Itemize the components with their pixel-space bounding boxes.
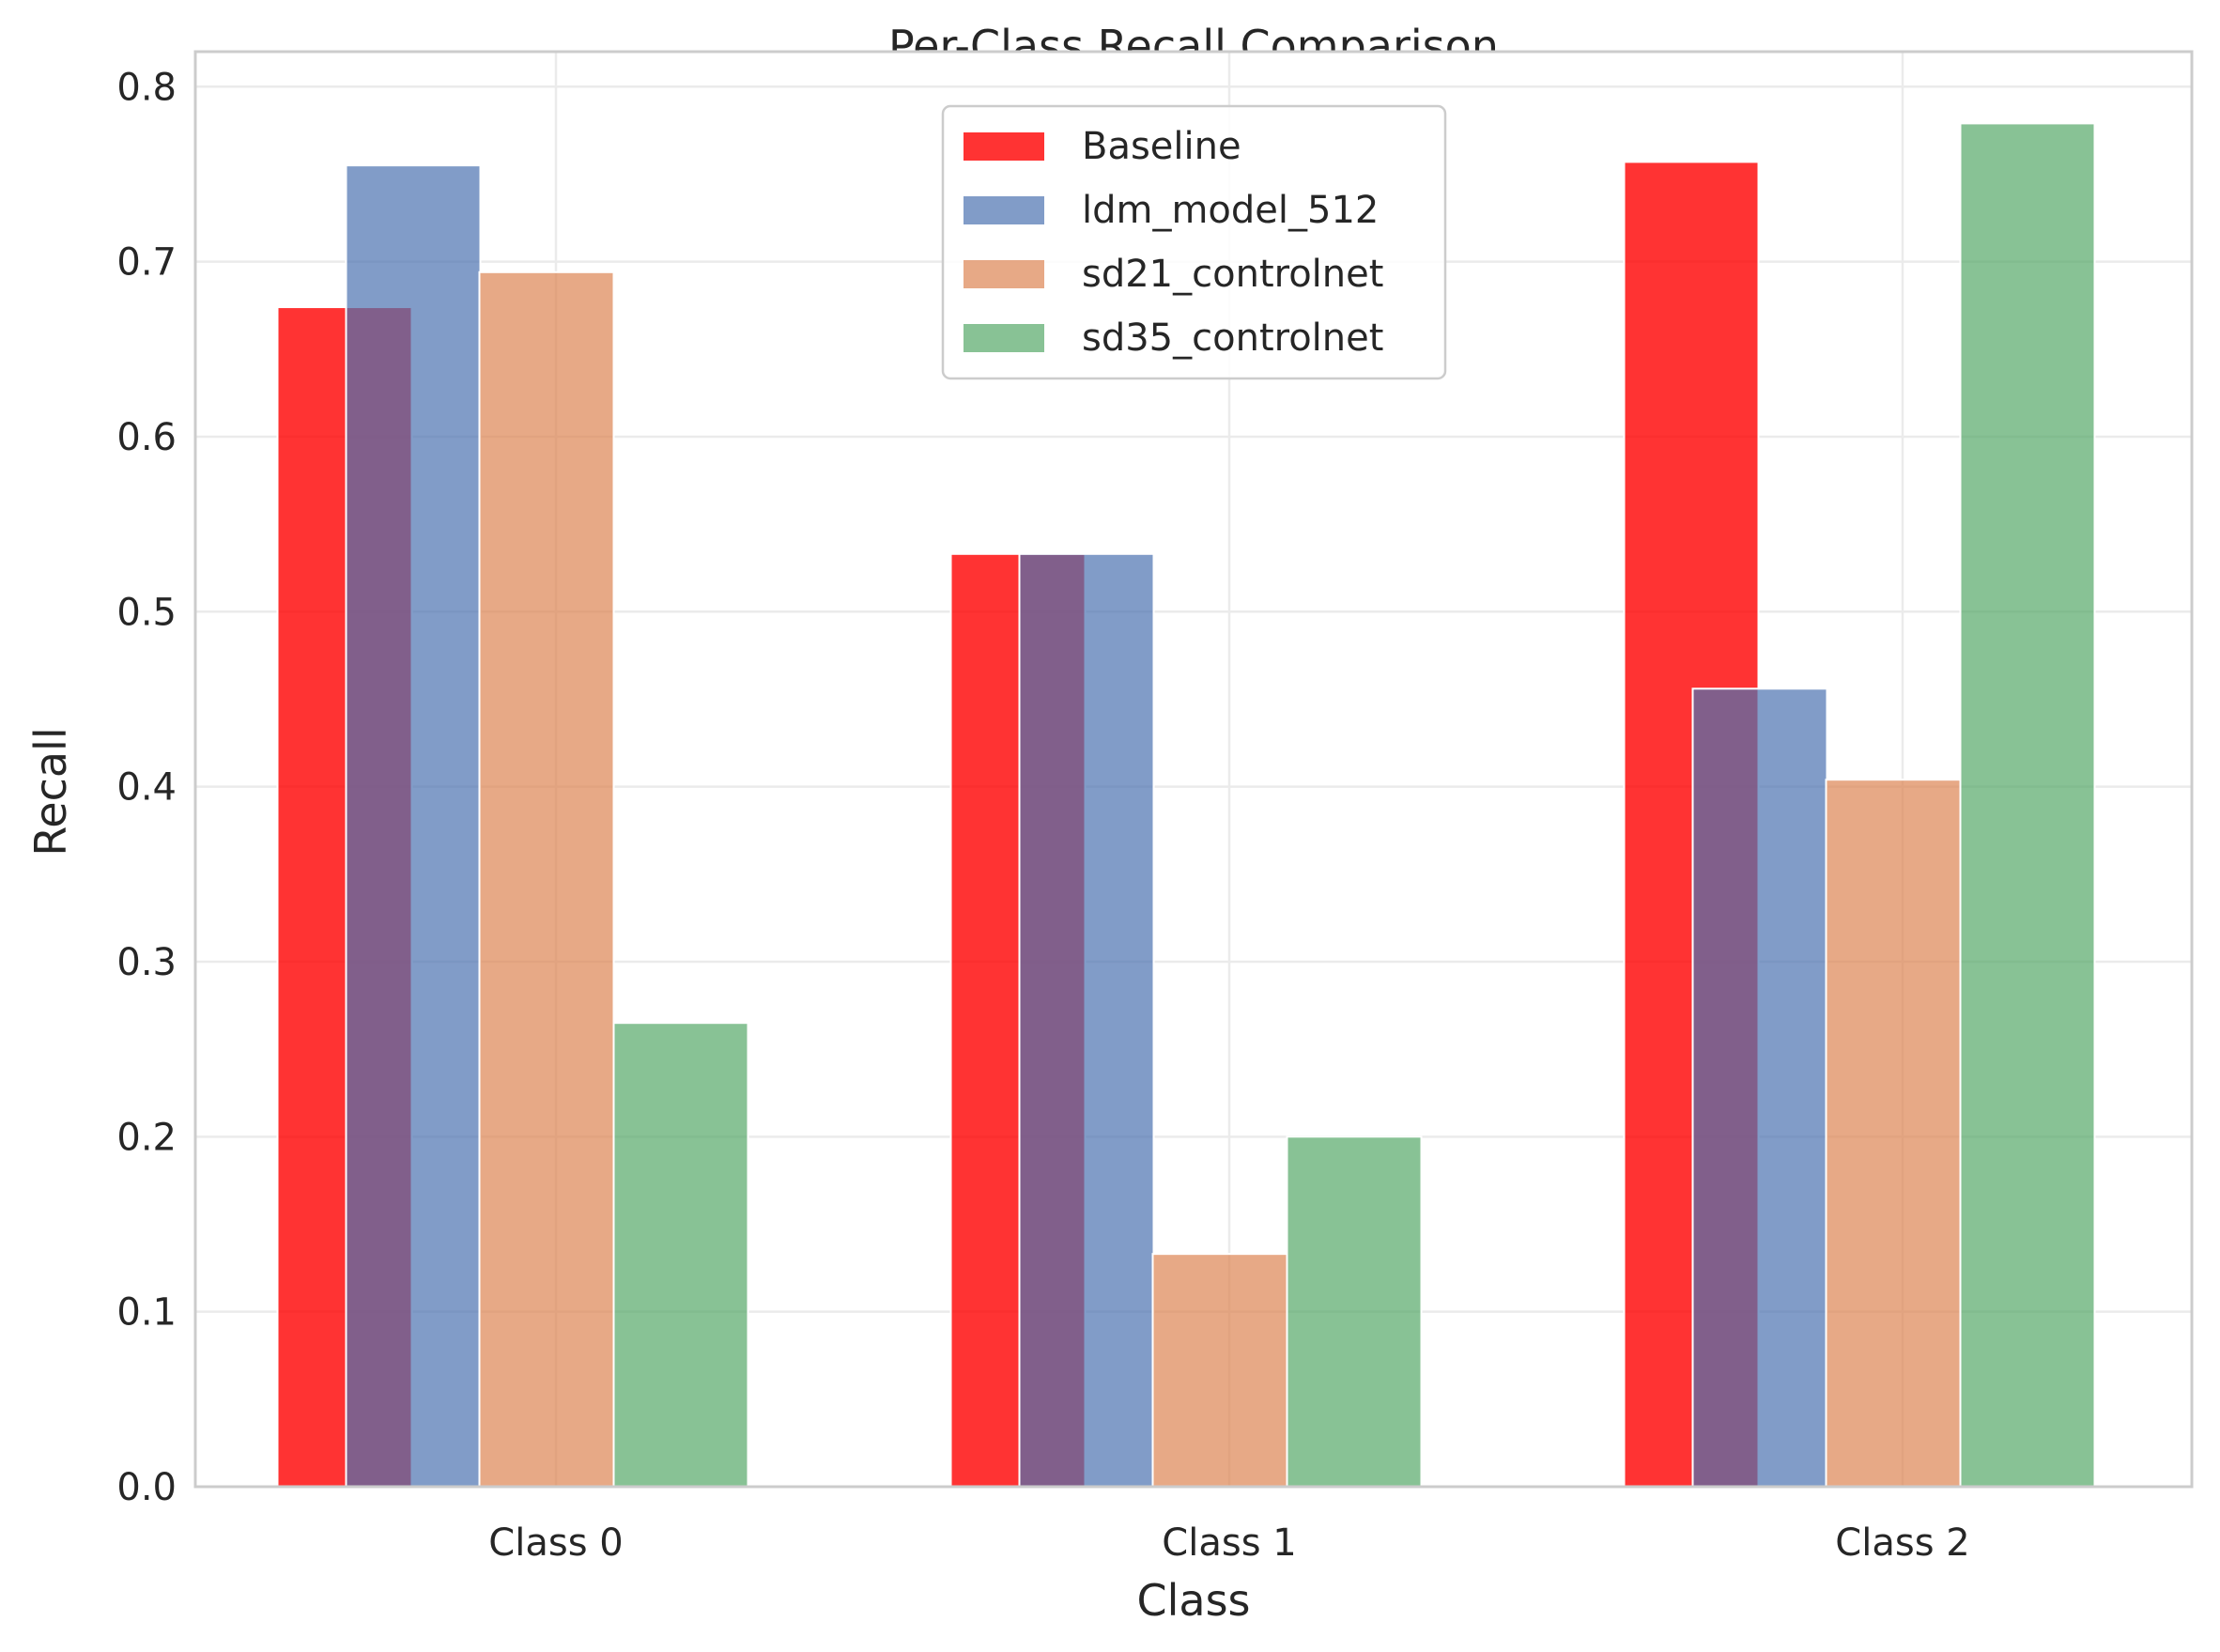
y-axis-label: Recall — [25, 727, 76, 856]
legend-label: sd35_controlnet — [1082, 317, 1383, 360]
bar-ldm_model_512-class-0 — [345, 164, 482, 1488]
bar-ldm_model_512-class-1 — [1018, 552, 1155, 1488]
legend-box — [941, 104, 1447, 380]
y-tick-label: 0.1 — [116, 1291, 177, 1335]
y-tick-label: 0.0 — [116, 1466, 177, 1509]
x-tick-label: Class 1 — [1162, 1521, 1296, 1565]
bar-sd35_controlnet-class-0 — [612, 1022, 749, 1488]
bar-sd21_controlnet-class-0 — [478, 270, 615, 1488]
y-tick-label: 0.7 — [116, 241, 177, 285]
x-tick-label: Class 0 — [488, 1521, 623, 1565]
legend-swatch — [964, 196, 1044, 224]
bar-sd21_controlnet-class-2 — [1825, 779, 1962, 1488]
bar-ldm_model_512-class-2 — [1691, 687, 1828, 1488]
y-tick-label: 0.8 — [116, 66, 177, 109]
legend-label: Baseline — [1082, 125, 1241, 168]
plot-area: 0.0 0.1 0.2 0.3 0.4 0.5 0.6 0.7 0.8 Class 0 Class … — [116, 50, 2194, 1565]
legend-swatch — [964, 324, 1044, 352]
y-tick-label: 0.5 — [116, 591, 177, 634]
legend-swatch — [964, 260, 1044, 288]
x-axis-label: Class — [1136, 1575, 1250, 1626]
legend-label: ldm_model_512 — [1082, 189, 1379, 232]
legend-label: sd21_controlnet — [1082, 253, 1383, 296]
y-tick-label: 0.2 — [116, 1116, 177, 1159]
y-tick-label: 0.6 — [116, 416, 177, 459]
bar-sd35_controlnet-class-2 — [1959, 122, 2096, 1488]
y-tick-label: 0.4 — [116, 766, 177, 810]
x-tick-label: Class 2 — [1835, 1521, 1969, 1565]
legend: Baseline ldm_model_512 sd21_controlnet sd35… — [941, 104, 1447, 380]
y-tick-label: 0.3 — [116, 941, 177, 984]
bar-sd35_controlnet-class-1 — [1286, 1135, 1423, 1488]
axes-frame — [193, 50, 2194, 1489]
legend-swatch — [964, 132, 1044, 161]
bar-sd21_controlnet-class-1 — [1151, 1253, 1288, 1489]
